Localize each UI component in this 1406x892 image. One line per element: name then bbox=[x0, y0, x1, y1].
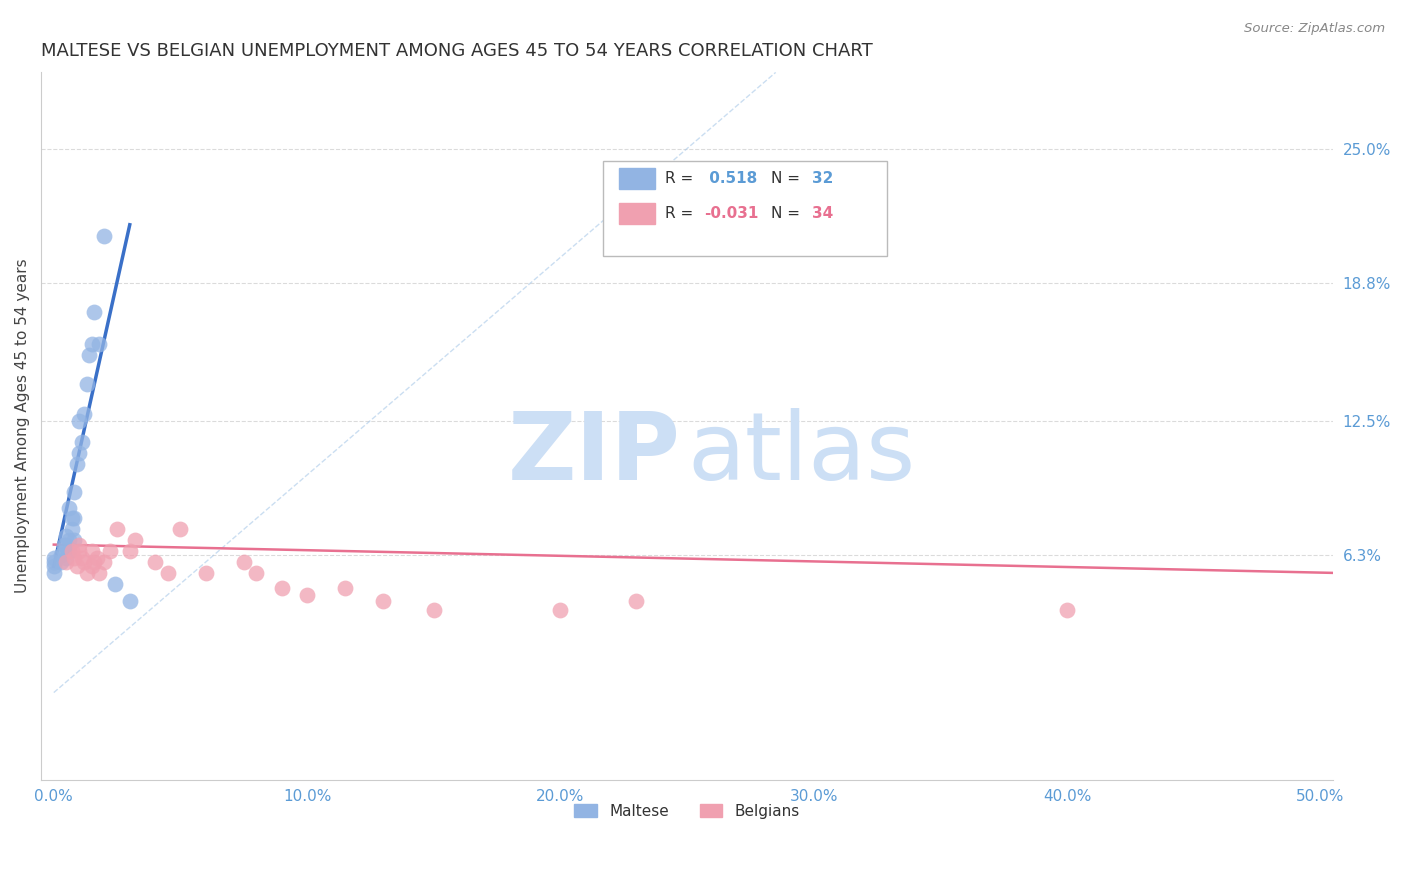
Point bbox=[333, 581, 356, 595]
Point bbox=[143, 555, 166, 569]
Point bbox=[70, 550, 93, 565]
Point bbox=[65, 559, 87, 574]
Point bbox=[63, 485, 86, 500]
Point bbox=[1056, 603, 1078, 617]
Legend: Maltese, Belgians: Maltese, Belgians bbox=[568, 797, 806, 825]
Point bbox=[422, 603, 444, 617]
Point bbox=[83, 555, 105, 569]
Point bbox=[67, 538, 90, 552]
Point bbox=[60, 522, 83, 536]
Text: 34: 34 bbox=[813, 206, 834, 221]
Point bbox=[232, 555, 254, 569]
Point bbox=[42, 559, 65, 574]
Point bbox=[853, 239, 876, 253]
Y-axis label: Unemployment Among Ages 45 to 54 years: Unemployment Among Ages 45 to 54 years bbox=[15, 259, 30, 593]
Point bbox=[76, 376, 98, 391]
Point bbox=[70, 435, 93, 450]
Point bbox=[371, 594, 394, 608]
Point bbox=[156, 566, 179, 580]
Point bbox=[65, 457, 87, 471]
Point bbox=[89, 337, 111, 351]
Point bbox=[80, 337, 103, 351]
Point bbox=[55, 550, 77, 565]
Point bbox=[42, 550, 65, 565]
Point bbox=[42, 566, 65, 580]
Point bbox=[55, 529, 77, 543]
Point bbox=[103, 576, 125, 591]
Text: -0.031: -0.031 bbox=[704, 206, 758, 221]
Text: 32: 32 bbox=[813, 171, 834, 186]
FancyBboxPatch shape bbox=[619, 168, 655, 189]
Point bbox=[86, 550, 108, 565]
Text: N =: N = bbox=[770, 171, 804, 186]
Point bbox=[76, 566, 98, 580]
Point bbox=[118, 594, 141, 608]
Point bbox=[73, 555, 96, 569]
FancyBboxPatch shape bbox=[619, 203, 655, 225]
Point bbox=[295, 588, 318, 602]
Point bbox=[80, 544, 103, 558]
Point bbox=[270, 581, 292, 595]
Point bbox=[118, 544, 141, 558]
Text: 0.518: 0.518 bbox=[704, 171, 756, 186]
Text: Source: ZipAtlas.com: Source: ZipAtlas.com bbox=[1244, 22, 1385, 36]
Point bbox=[83, 305, 105, 319]
Point bbox=[80, 559, 103, 574]
Point bbox=[93, 228, 115, 243]
Point bbox=[58, 500, 80, 515]
Point bbox=[124, 533, 146, 548]
Point bbox=[245, 566, 267, 580]
Point bbox=[105, 522, 128, 536]
Point bbox=[98, 544, 121, 558]
Text: MALTESE VS BELGIAN UNEMPLOYMENT AMONG AGES 45 TO 54 YEARS CORRELATION CHART: MALTESE VS BELGIAN UNEMPLOYMENT AMONG AG… bbox=[41, 42, 873, 60]
Text: ZIP: ZIP bbox=[508, 409, 681, 500]
Point bbox=[42, 555, 65, 569]
Point bbox=[93, 555, 115, 569]
Point bbox=[73, 407, 96, 421]
Point bbox=[55, 538, 77, 552]
Point bbox=[51, 555, 73, 569]
Point bbox=[58, 544, 80, 558]
Point bbox=[63, 511, 86, 525]
Point bbox=[63, 550, 86, 565]
FancyBboxPatch shape bbox=[603, 161, 887, 256]
Point bbox=[194, 566, 217, 580]
Point bbox=[67, 544, 90, 558]
Point bbox=[67, 446, 90, 460]
Text: N =: N = bbox=[770, 206, 804, 221]
Point bbox=[63, 533, 86, 548]
Point bbox=[52, 544, 75, 558]
Text: R =: R = bbox=[665, 206, 699, 221]
Point bbox=[169, 522, 191, 536]
Point bbox=[626, 594, 648, 608]
Point bbox=[58, 533, 80, 548]
Point bbox=[51, 549, 73, 563]
Point bbox=[89, 566, 111, 580]
Text: atlas: atlas bbox=[688, 409, 915, 500]
Text: R =: R = bbox=[665, 171, 699, 186]
Point bbox=[60, 511, 83, 525]
Point bbox=[52, 538, 75, 552]
Point bbox=[55, 555, 77, 569]
Point bbox=[60, 544, 83, 558]
Point bbox=[77, 348, 100, 362]
Point bbox=[67, 413, 90, 427]
Point bbox=[550, 603, 572, 617]
